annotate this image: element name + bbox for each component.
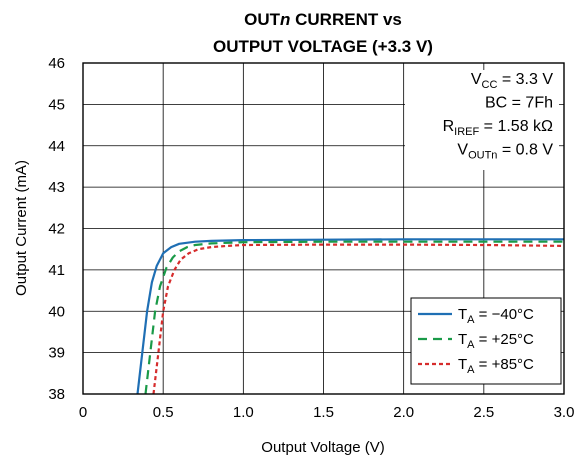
conditions-background [405, 70, 559, 170]
legend-label-1: TA = −40°C [458, 306, 534, 326]
chart-title-line2: OUTPUT VOLTAGE (+3.3 V) [213, 37, 433, 56]
series-group [136, 238, 565, 395]
y-tick-label: 40 [48, 303, 65, 320]
x-tick-label: 2.5 [473, 404, 494, 421]
y-tick-label: 44 [48, 138, 65, 155]
legend-label-3: TA = +85°C [458, 356, 534, 376]
x-tick-label: 2.0 [393, 404, 414, 421]
legend: TA = −40°C TA = +25°C TA = +85°C [410, 297, 562, 385]
tick-labels: 0 0.5 1.0 1.5 2.0 2.5 3.0 38 39 40 41 42 43 44 45 46 [48, 55, 574, 421]
x-tick-label: 0 [79, 404, 87, 421]
condition-line: VCC = 3.3 V [471, 71, 553, 91]
y-tick-label: 42 [48, 221, 65, 238]
chart-title-line1: OUTn CURRENT vs [244, 10, 402, 29]
x-tick-label: 1.0 [233, 404, 254, 421]
x-axis-label: Output Voltage (V) [261, 439, 384, 456]
legend-box [410, 297, 562, 385]
condition-line: RIREF = 1.58 kΩ [443, 118, 553, 138]
y-tick-label: 38 [48, 386, 65, 403]
series-line-3 [152, 243, 565, 395]
y-tick-label: 43 [48, 179, 65, 196]
legend-label-2: TA = +25°C [458, 331, 534, 351]
x-tick-label: 3.0 [554, 404, 575, 421]
y-tick-label: 41 [48, 262, 65, 279]
series-line-2 [144, 240, 564, 395]
condition-line: BC = 7Fh [485, 95, 553, 112]
y-tick-label: 46 [48, 55, 65, 72]
x-tick-label: 0.5 [153, 404, 174, 421]
y-axis-label: Output Current (mA) [13, 160, 30, 296]
plot-frame [82, 62, 565, 395]
series-line-1 [136, 238, 564, 395]
grid [83, 63, 564, 394]
conditions-annotation: VCC = 3.3 V BC = 7Fh RIREF = 1.58 kΩ VOUTn … [405, 70, 559, 170]
x-tick-label: 1.5 [313, 404, 334, 421]
condition-line: VOUTn = 0.8 V [457, 142, 553, 162]
y-tick-label: 39 [48, 345, 65, 362]
y-tick-label: 45 [48, 96, 65, 113]
